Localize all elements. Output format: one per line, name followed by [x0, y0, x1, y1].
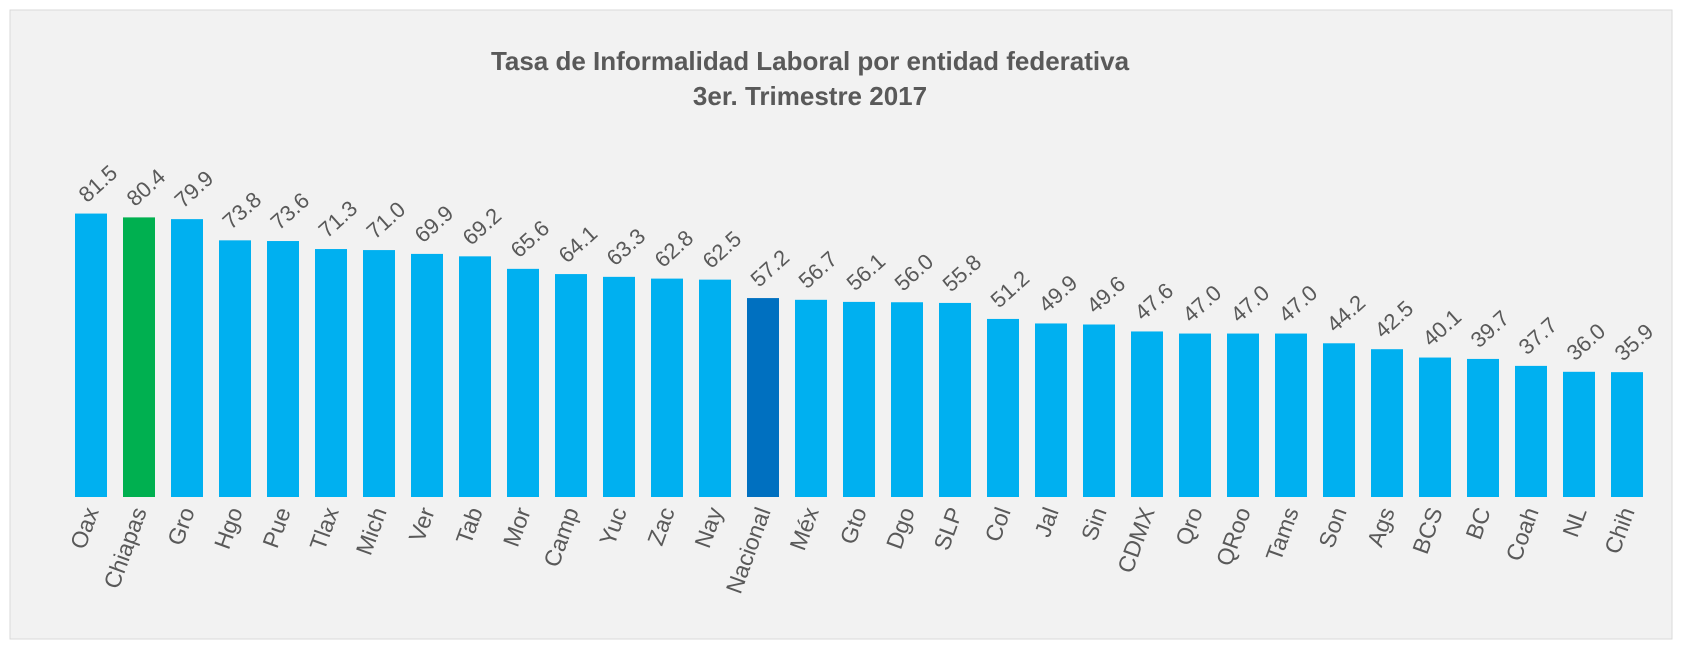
bar: [219, 240, 251, 497]
bar: [1467, 358, 1499, 497]
bar: [1371, 349, 1403, 497]
bar: [1611, 372, 1643, 497]
bar: [747, 298, 779, 497]
bar: [459, 256, 491, 497]
bar: [411, 253, 443, 497]
bar: [1419, 357, 1451, 497]
bar: [651, 278, 683, 497]
bar: [507, 268, 539, 497]
bar: [795, 299, 827, 497]
chart-subtitle: 3er. Trimestre 2017: [693, 81, 927, 111]
bar: [987, 318, 1019, 497]
bar: [555, 274, 587, 497]
bar: [363, 250, 395, 497]
bar: [1083, 324, 1115, 497]
bar: [315, 249, 347, 497]
bar: [1563, 371, 1595, 497]
bar: [171, 219, 203, 497]
bar: [939, 302, 971, 497]
bar: [891, 302, 923, 497]
bar: [1227, 333, 1259, 497]
bar: [1323, 343, 1355, 497]
bar: [1515, 365, 1547, 497]
bar: [603, 276, 635, 497]
bar: [1035, 323, 1067, 497]
bar: [75, 213, 107, 498]
bar: [1179, 333, 1211, 497]
bar: [123, 217, 155, 498]
bar: [699, 279, 731, 497]
bar: [843, 301, 875, 497]
bar: [267, 241, 299, 497]
chart-title: Tasa de Informalidad Laboral por entidad…: [491, 46, 1130, 76]
bar: [1275, 333, 1307, 497]
bar: [1131, 331, 1163, 497]
